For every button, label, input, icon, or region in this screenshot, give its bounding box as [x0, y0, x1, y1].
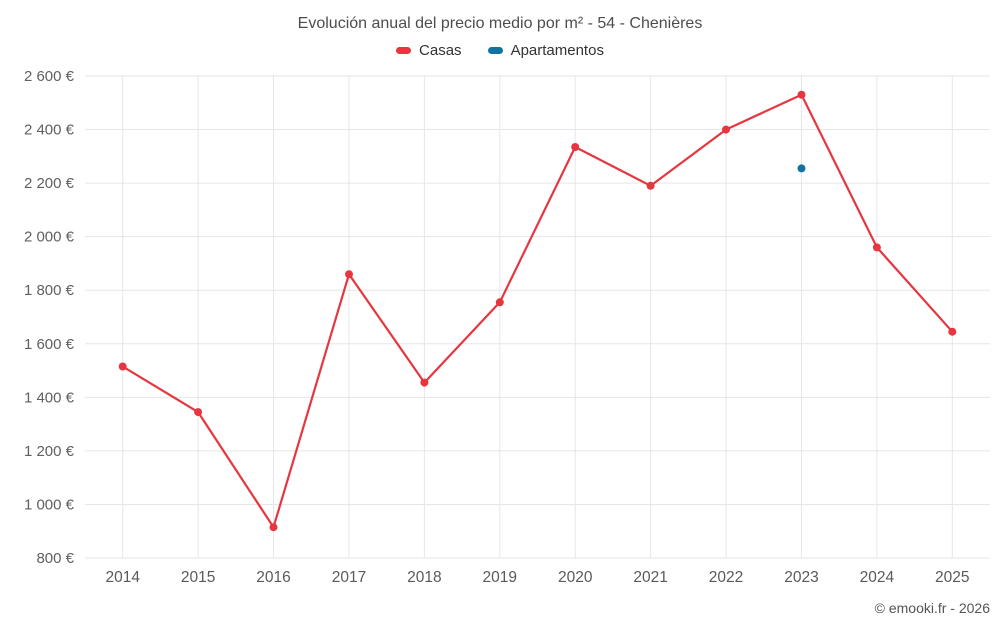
x-axis-tick-label: 2022 [709, 569, 743, 586]
legend-label-casas: Casas [419, 42, 462, 59]
series-line-casas [121, 93, 954, 529]
data-point-casas-2019[interactable] [495, 298, 504, 307]
chart-legend: Casas Apartamentos [0, 42, 1000, 59]
x-axis-tick-label: 2021 [633, 569, 667, 586]
chart-title: Evolución anual del precio medio por m² … [297, 15, 703, 32]
x-axis-tick-label: 2016 [256, 569, 290, 586]
data-point-casas-2014[interactable] [118, 362, 127, 371]
x-axis-tick-label: 2015 [181, 569, 215, 586]
data-point-casas-2016[interactable] [269, 523, 278, 532]
x-axis-tick-label: 2023 [784, 569, 818, 586]
x-axis-tick-label: 2020 [558, 569, 593, 586]
x-axis-tick-label: 2025 [935, 569, 969, 586]
data-point-casas-2025[interactable] [948, 327, 957, 336]
data-point-casas-2020[interactable] [571, 143, 580, 151]
y-axis-tick-label: 2 000 € [24, 229, 75, 246]
data-point-casas-2018[interactable] [420, 378, 429, 387]
y-axis-tick-label: 1 400 € [24, 389, 75, 406]
apartamentos-series-swatch [487, 47, 503, 54]
copyright-text: © emooki.fr - 2026 [874, 600, 990, 616]
data-point-casas-2022[interactable] [722, 125, 730, 134]
x-axis-tick-label: 2019 [483, 569, 517, 586]
data-point-casas-2015[interactable] [194, 408, 203, 417]
x-axis-tick-label: 2018 [407, 569, 441, 586]
data-point-casas-2023[interactable] [797, 90, 806, 99]
data-point-casas-2021[interactable] [646, 181, 655, 190]
x-axis-tick-label: 2017 [332, 569, 366, 586]
y-axis-tick-label: 1 200 € [24, 443, 75, 460]
legend-label-apartamentos: Apartamentos [510, 42, 604, 59]
casas-series-swatch [396, 47, 412, 54]
legend-item-apartamentos[interactable]: Apartamentos [487, 42, 604, 59]
y-axis-tick-label: 1 000 € [24, 496, 75, 513]
x-axis-tick-label: 2024 [860, 569, 895, 586]
legend-item-casas[interactable]: Casas [396, 42, 462, 59]
y-axis-tick-label: 1 800 € [24, 282, 75, 299]
y-axis-tick-label: 2 400 € [24, 122, 75, 139]
data-point-casas-2024[interactable] [872, 243, 881, 252]
y-axis-tick-label: 2 200 € [24, 175, 75, 192]
y-axis-tick-label: 1 600 € [24, 336, 75, 353]
y-axis-tick-label: 800 € [36, 550, 74, 567]
data-point-casas-2017[interactable] [345, 270, 353, 279]
x-axis-tick-label: 2014 [105, 569, 140, 586]
data-point-apartamentos-2023[interactable] [797, 164, 806, 173]
y-axis-tick-label: 2 600 € [24, 68, 75, 85]
